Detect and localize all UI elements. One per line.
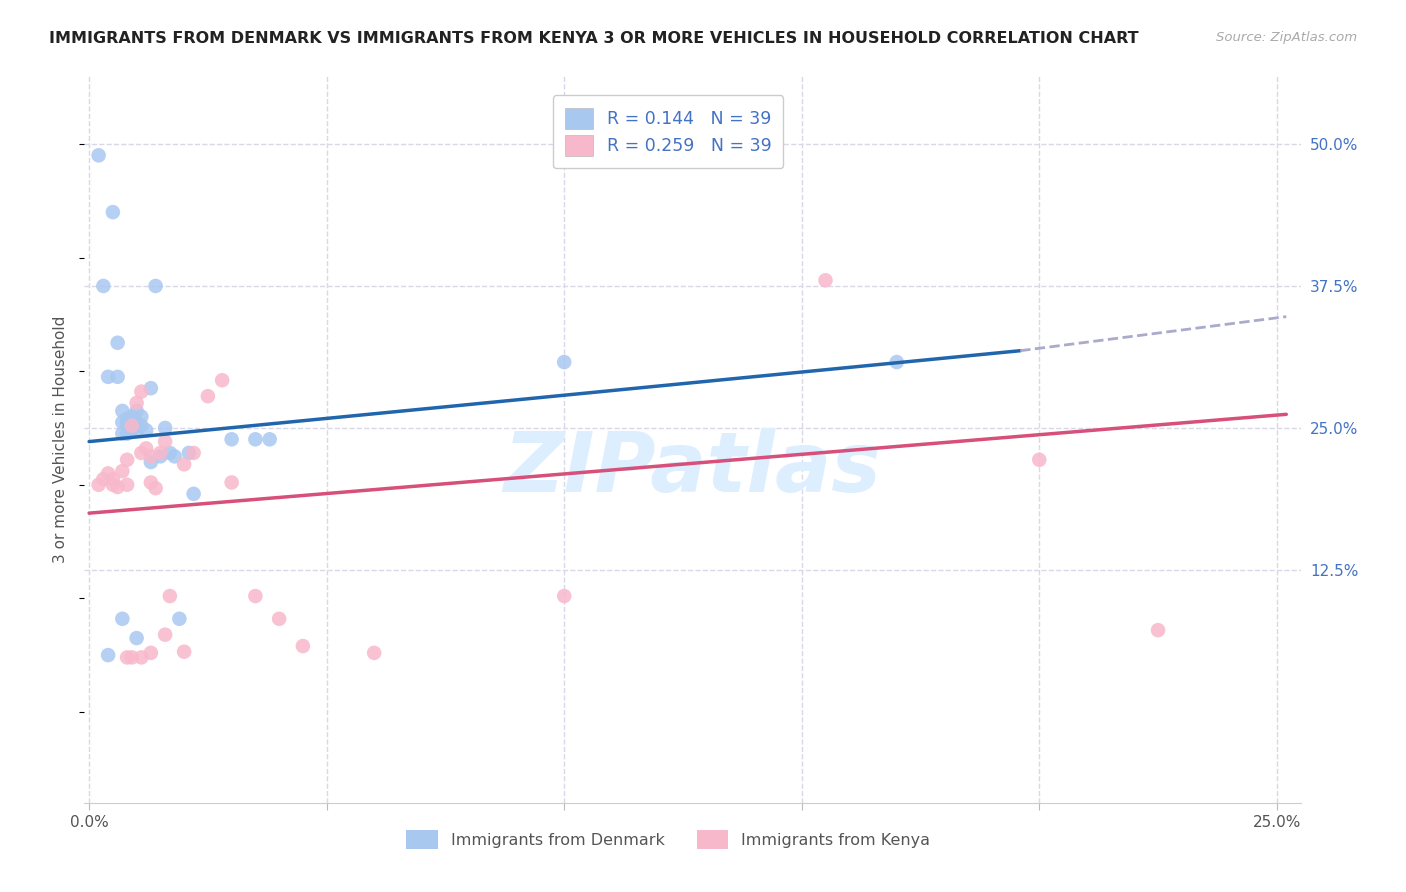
Point bbox=[131, 446, 153, 460]
Point bbox=[363, 646, 385, 660]
Point bbox=[1028, 452, 1050, 467]
Point bbox=[159, 446, 181, 460]
Point bbox=[121, 423, 143, 437]
Point bbox=[93, 279, 115, 293]
Point bbox=[149, 450, 172, 464]
Point bbox=[173, 458, 195, 472]
Point bbox=[111, 404, 134, 418]
Point bbox=[149, 446, 172, 460]
Point bbox=[269, 612, 291, 626]
Point bbox=[115, 650, 138, 665]
Point bbox=[121, 650, 143, 665]
Point bbox=[111, 464, 134, 478]
Point bbox=[111, 415, 134, 429]
Point bbox=[177, 446, 200, 460]
Point bbox=[145, 481, 167, 495]
Point bbox=[153, 421, 176, 435]
Point bbox=[111, 426, 134, 441]
Point bbox=[221, 432, 243, 446]
Point bbox=[111, 612, 134, 626]
Point bbox=[153, 434, 176, 449]
Point bbox=[107, 335, 129, 350]
Point bbox=[115, 452, 138, 467]
Point bbox=[221, 475, 243, 490]
Point bbox=[291, 639, 314, 653]
Point bbox=[125, 631, 148, 645]
Point bbox=[87, 148, 110, 162]
Point bbox=[211, 373, 233, 387]
Point bbox=[139, 646, 162, 660]
Point bbox=[131, 418, 153, 433]
Point bbox=[115, 417, 138, 432]
Point bbox=[183, 446, 205, 460]
Point bbox=[145, 279, 167, 293]
Point bbox=[97, 648, 120, 662]
Point bbox=[163, 450, 186, 464]
Point bbox=[135, 442, 157, 456]
Point bbox=[107, 369, 129, 384]
Point bbox=[245, 432, 267, 446]
Point bbox=[259, 432, 281, 446]
Point bbox=[131, 650, 153, 665]
Point bbox=[245, 589, 267, 603]
Text: Source: ZipAtlas.com: Source: ZipAtlas.com bbox=[1216, 31, 1357, 45]
Point bbox=[886, 355, 908, 369]
Point bbox=[125, 423, 148, 437]
Point bbox=[101, 472, 124, 486]
Point bbox=[93, 472, 115, 486]
Point bbox=[115, 477, 138, 491]
Point bbox=[121, 409, 143, 424]
Point bbox=[173, 645, 195, 659]
Point bbox=[197, 389, 219, 403]
Point bbox=[139, 475, 162, 490]
Point bbox=[131, 384, 153, 399]
Legend: Immigrants from Denmark, Immigrants from Kenya: Immigrants from Denmark, Immigrants from… bbox=[398, 822, 938, 856]
Point bbox=[139, 381, 162, 395]
Text: IMMIGRANTS FROM DENMARK VS IMMIGRANTS FROM KENYA 3 OR MORE VEHICLES IN HOUSEHOLD: IMMIGRANTS FROM DENMARK VS IMMIGRANTS FR… bbox=[49, 31, 1139, 46]
Point bbox=[153, 628, 176, 642]
Point bbox=[125, 396, 148, 410]
Point bbox=[115, 412, 138, 426]
Point bbox=[115, 426, 138, 441]
Point bbox=[121, 415, 143, 429]
Point bbox=[553, 355, 575, 369]
Point bbox=[553, 589, 575, 603]
Text: ZIPatlas: ZIPatlas bbox=[503, 428, 882, 509]
Point bbox=[1147, 623, 1170, 637]
Point bbox=[125, 415, 148, 429]
Point bbox=[107, 480, 129, 494]
Point bbox=[814, 273, 837, 287]
Point bbox=[125, 404, 148, 418]
Point bbox=[183, 487, 205, 501]
Point bbox=[101, 477, 124, 491]
Point bbox=[121, 418, 143, 433]
Point bbox=[97, 369, 120, 384]
Point bbox=[139, 455, 162, 469]
Point bbox=[131, 409, 153, 424]
Point bbox=[101, 205, 124, 219]
Point bbox=[159, 589, 181, 603]
Point bbox=[87, 477, 110, 491]
Point bbox=[169, 612, 191, 626]
Point bbox=[139, 450, 162, 464]
Y-axis label: 3 or more Vehicles in Household: 3 or more Vehicles in Household bbox=[53, 316, 69, 563]
Point bbox=[135, 423, 157, 437]
Point bbox=[97, 467, 120, 481]
